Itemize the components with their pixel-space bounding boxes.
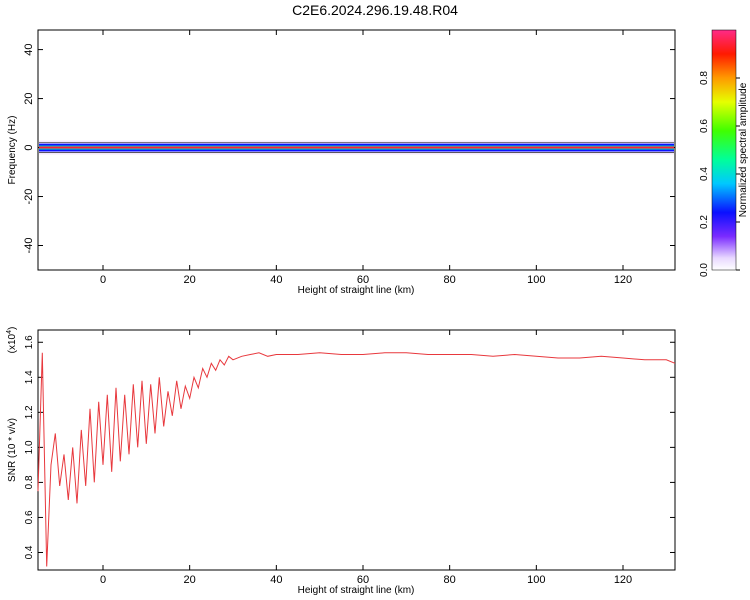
spectrum-x-axis: 0 20 40 60 80 100 120 xyxy=(100,30,632,286)
snr-y-tick-label: 0.4 xyxy=(24,545,35,559)
spectrum-x-tick-label: 20 xyxy=(184,274,196,286)
spectrum-y-axis: 40 20 0 -20 -40 xyxy=(23,43,675,253)
colorbar-ticks: 0.0 0.2 0.4 0.6 0.8 xyxy=(699,71,740,277)
snr-series-line xyxy=(37,352,676,567)
spectrum-x-label: Height of straight line (km) xyxy=(298,285,415,296)
spectrum-x-tick-label: 60 xyxy=(357,274,369,286)
snr-x-axis: 0 20 40 60 80 100 120 xyxy=(100,330,632,586)
snr-plot-frame xyxy=(37,329,676,571)
snr-y-label: SNR (10 * v/v) xyxy=(7,418,18,482)
spectrum-plot-frame xyxy=(37,29,676,271)
svg-text:(x104): (x104) xyxy=(6,327,18,354)
colorbar-tick-label: 0.8 xyxy=(699,71,710,85)
colorbar xyxy=(711,29,737,271)
spectrum-y-label: Frequency (Hz) xyxy=(7,116,18,185)
colorbar-label: Normalized spectral amplitude xyxy=(738,82,749,217)
spectrum-y-tick-label: 20 xyxy=(23,92,35,104)
colorbar-tick-label: 0.2 xyxy=(699,215,710,229)
snr-x-label: Height of straight line (km) xyxy=(298,585,415,596)
snr-y-tick-label: 1.6 xyxy=(24,335,35,349)
snr-x-tick-label: 20 xyxy=(184,574,196,586)
snr-y-tick-label: 1.4 xyxy=(24,370,35,384)
spectrum-x-tick-label: 40 xyxy=(270,274,282,286)
spectral-band xyxy=(39,140,674,155)
snr-y-axis: 0.4 0.6 0.8 1.0 1.2 1.4 1.6 xyxy=(24,335,675,559)
snr-x-tick-label: 60 xyxy=(357,574,369,586)
spectrum-x-tick-label: 0 xyxy=(100,274,106,286)
spectrum-y-tick-label: 40 xyxy=(23,43,35,55)
colorbar-tick-label: 0.0 xyxy=(699,263,710,277)
spectrum-x-tick-label: 80 xyxy=(444,274,456,286)
spectrum-y-tick-label: 0 xyxy=(23,144,35,150)
snr-x-tick-label: 0 xyxy=(100,574,106,586)
snr-y-tick-label: 0.8 xyxy=(24,475,35,489)
spectrum-y-tick-label: -40 xyxy=(23,238,35,254)
snr-x-tick-label: 120 xyxy=(614,574,632,586)
snr-x-tick-label: 80 xyxy=(444,574,456,586)
colorbar-tick-label: 0.6 xyxy=(699,119,710,133)
snr-y-tick-label: 1.2 xyxy=(24,405,35,419)
snr-exponent-label: (x104) xyxy=(6,327,18,354)
spectrum-x-tick-label: 100 xyxy=(527,274,545,286)
snr-y-tick-label: 1.0 xyxy=(24,440,35,454)
snr-x-tick-label: 100 xyxy=(527,574,545,586)
spectrum-y-tick-label: -20 xyxy=(23,189,35,205)
chart-title: C2E6.2024.296.19.48.R04 xyxy=(292,2,458,18)
spectrum-x-tick-label: 120 xyxy=(614,274,632,286)
snr-y-tick-label: 0.6 xyxy=(24,510,35,524)
colorbar-tick-label: 0.4 xyxy=(699,167,710,181)
snr-x-tick-label: 40 xyxy=(270,574,282,586)
